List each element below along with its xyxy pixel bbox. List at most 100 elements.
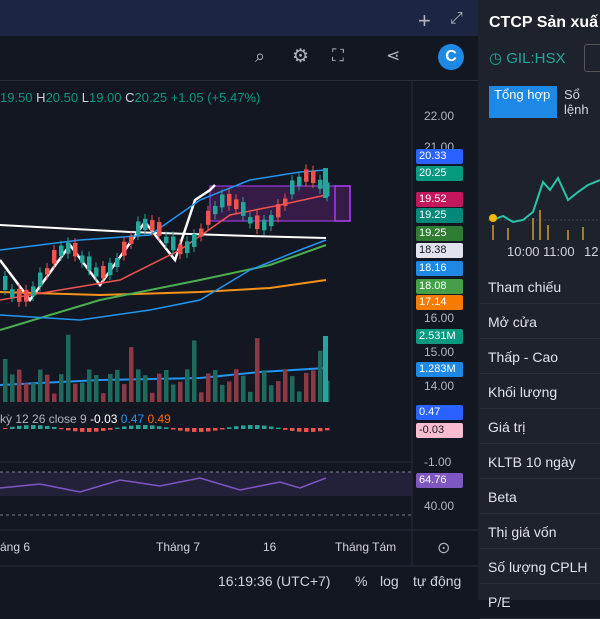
candle-part <box>206 428 211 432</box>
log-btn[interactable]: log <box>380 573 399 589</box>
candle-part <box>192 428 197 432</box>
info-row[interactable]: Beta <box>480 480 600 514</box>
candle-part <box>241 425 246 429</box>
candle-part <box>248 391 253 402</box>
h: H <box>36 90 46 105</box>
candle-part <box>31 425 36 429</box>
candle-part <box>255 215 260 230</box>
candle-part <box>24 383 29 402</box>
expand-icon[interactable]: ⤢ <box>450 10 463 27</box>
candle-part <box>220 428 225 430</box>
info-row[interactable]: Số lượng CPLH <box>480 550 600 584</box>
candle-part <box>290 376 295 402</box>
price-tag: 19.25 <box>416 226 463 241</box>
candle-part <box>31 286 36 297</box>
price-tag: 0.47 <box>416 405 463 420</box>
candle-part <box>297 176 302 186</box>
info-row[interactable]: Thấp - Cao <box>480 340 600 374</box>
ticker[interactable]: ◷ GIL:HSX <box>489 50 566 67</box>
candle-part <box>262 219 267 231</box>
candle-part <box>115 369 120 402</box>
bb-lower <box>0 239 327 321</box>
percent-btn[interactable]: % <box>355 573 368 589</box>
candle-part <box>3 428 8 429</box>
price-tag: 20.33 <box>416 149 463 164</box>
tab[interactable]: Tổng hợp <box>489 86 557 118</box>
candle-part <box>10 426 15 429</box>
candle-part <box>10 289 15 298</box>
company: CTCP Sản xuấ <box>489 14 599 31</box>
high: 20.50 <box>45 90 79 105</box>
rsi-band <box>0 472 412 496</box>
share-icon[interactable]: ⋖ <box>386 46 401 65</box>
price-tag: 64.76 <box>416 473 463 488</box>
top-bar <box>0 0 478 36</box>
change: +1.05 (+5.47%) <box>170 90 261 105</box>
low: 19.00 <box>88 90 122 105</box>
candle-part <box>136 425 141 429</box>
candle-part <box>227 381 232 402</box>
candle-part <box>290 428 295 431</box>
axis-label: 40.00 <box>424 499 455 513</box>
candle-part <box>101 393 106 402</box>
settings-icon[interactable]: ⊙ <box>437 540 451 557</box>
candle-part <box>171 428 176 430</box>
candle-part <box>178 428 183 431</box>
candle-part <box>325 428 330 431</box>
candle-part <box>323 336 328 402</box>
candle-part <box>24 425 29 429</box>
info-row[interactable]: Tham chiếu <box>480 270 600 304</box>
intraday-line <box>492 175 600 224</box>
add-icon[interactable]: + <box>418 8 431 33</box>
tool-icon[interactable]: ⌕ <box>255 46 266 66</box>
axis-label: 15.00 <box>424 345 455 359</box>
ma-orange <box>0 279 327 297</box>
time-label: 12 <box>584 244 599 259</box>
candle-part <box>87 369 92 402</box>
candle-part <box>73 428 78 432</box>
candle-part <box>276 427 281 429</box>
candle-part <box>17 369 22 402</box>
candle-part <box>59 245 64 257</box>
intraday-volume <box>492 210 584 240</box>
candle-part <box>143 425 148 429</box>
edit-btn[interactable] <box>584 44 600 72</box>
candle-part <box>129 347 134 402</box>
candle-part <box>108 373 113 402</box>
info-row[interactable]: Khối lượng <box>480 375 600 409</box>
info-row[interactable]: Thị giá vốn <box>480 515 600 549</box>
candle-part <box>234 199 239 210</box>
chart-canvas <box>0 80 478 567</box>
tab[interactable]: Sổ lệnh <box>564 87 589 117</box>
info-row[interactable]: KLTB 10 ngày <box>480 445 600 479</box>
info-row[interactable]: P/E <box>480 585 600 619</box>
candle-part <box>108 428 113 430</box>
candle-part <box>234 426 239 429</box>
axis-label: 22.00 <box>424 109 455 123</box>
candle-part <box>38 369 43 402</box>
macd-value: 0.49 <box>147 412 171 426</box>
x-label: Tháng Tám <box>335 540 397 554</box>
fullscreen-icon[interactable]: ⛶ <box>332 46 344 65</box>
candle-part <box>45 374 50 402</box>
logo[interactable]: C <box>438 44 464 70</box>
candle-part <box>59 374 64 402</box>
candle-part <box>94 267 99 277</box>
candle-part <box>178 381 183 402</box>
info-row[interactable]: Giá trị <box>480 410 600 444</box>
auto-btn[interactable]: tự động <box>413 573 462 589</box>
info-row[interactable]: Mở cửa <box>480 305 600 339</box>
candle-part <box>318 428 323 432</box>
candle-part <box>311 428 316 432</box>
candle-part <box>248 425 253 429</box>
candle-part <box>192 340 197 402</box>
candle-part <box>199 392 204 402</box>
axis-label: 14.00 <box>424 379 455 393</box>
candle-part <box>66 242 71 254</box>
c: C <box>125 90 135 105</box>
candle-part <box>87 428 92 432</box>
settings-icon[interactable]: ⚙ <box>292 46 310 67</box>
candle-part <box>115 427 120 429</box>
candle-part <box>38 272 43 287</box>
candle-part <box>213 370 218 402</box>
